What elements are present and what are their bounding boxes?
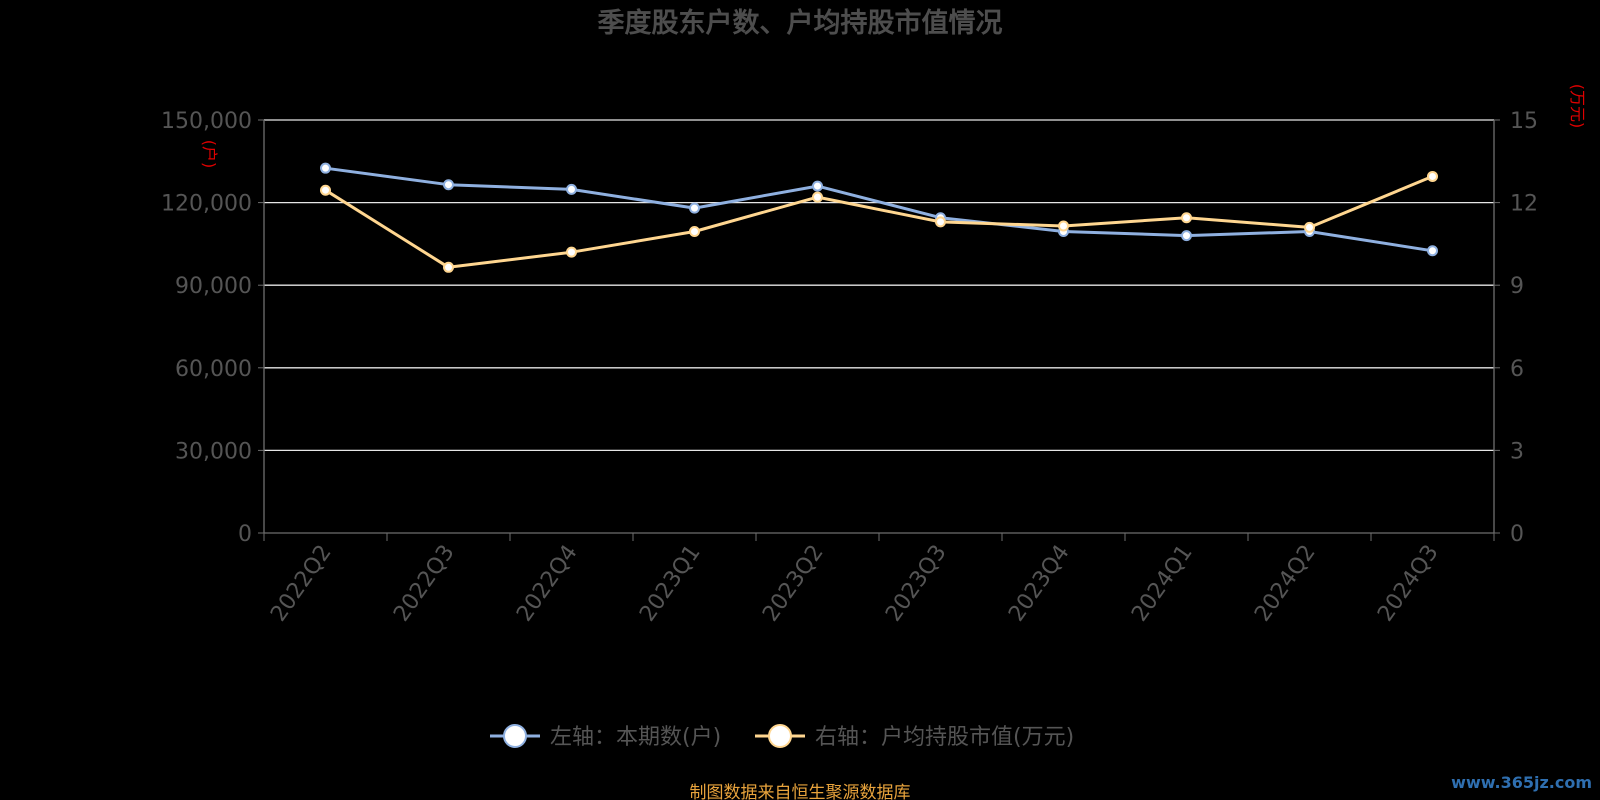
right-axis-label: (万元): [1568, 84, 1587, 129]
legend-swatch-marker: [503, 724, 527, 748]
right-tick-label: 12: [1510, 192, 1538, 217]
x-tick-label: 2023Q3: [881, 541, 952, 627]
left-axis-label: (户): [200, 140, 219, 169]
left-tick-label: 120,000: [161, 192, 252, 217]
right-tick-label: 9: [1510, 274, 1524, 299]
x-tick-label: 2022Q4: [512, 541, 583, 627]
left-tick-label: 60,000: [175, 357, 252, 382]
data-point[interactable]: [1181, 212, 1192, 224]
source-note: 制图数据来自恒生聚源数据库: [689, 783, 911, 800]
data-point[interactable]: [812, 180, 823, 192]
data-point[interactable]: [320, 162, 331, 174]
x-tick-label: 2022Q2: [266, 541, 337, 627]
data-point[interactable]: [1304, 221, 1315, 233]
data-point[interactable]: [566, 183, 577, 195]
watermark: www.365jz.com: [1451, 773, 1592, 792]
gridlines: [264, 119, 1494, 452]
data-point[interactable]: [689, 202, 700, 214]
data-point[interactable]: [443, 179, 454, 191]
data-point[interactable]: [935, 216, 946, 228]
left-tick-labels: 0 30,000 60,000 90,000 120,000 150,000: [161, 109, 252, 547]
left-tick-label: 90,000: [175, 274, 252, 299]
x-tick-labels: 2022Q2 2022Q3 2022Q4 2023Q1 2023Q2 2023Q3 2023…: [266, 541, 1444, 627]
data-point[interactable]: [566, 246, 577, 258]
right-tick-label: 0: [1510, 522, 1524, 547]
legend-label[interactable]: 右轴：户均持股市值(万元): [815, 725, 1074, 750]
data-point[interactable]: [1058, 220, 1069, 232]
x-tick-label: 2024Q2: [1250, 541, 1321, 627]
data-point[interactable]: [1427, 170, 1438, 182]
right-tick-label: 3: [1510, 439, 1524, 464]
x-tick-label: 2024Q1: [1127, 541, 1198, 627]
x-tick-label: 2023Q2: [758, 541, 829, 627]
legend-swatch-marker: [768, 724, 792, 748]
legend-label[interactable]: 左轴：本期数(户): [550, 725, 721, 750]
data-point[interactable]: [1427, 245, 1438, 257]
left-tick-label: 0: [238, 522, 252, 547]
right-tick-labels: 0 3 6 9 12 15: [1510, 109, 1538, 547]
data-point[interactable]: [689, 226, 700, 238]
axes: [258, 119, 1500, 541]
right-tick-label: 6: [1510, 357, 1524, 382]
data-point[interactable]: [1181, 230, 1192, 242]
series-line-2: [324, 175, 1434, 269]
left-tick-label: 150,000: [161, 109, 252, 134]
x-tick-label: 2023Q1: [635, 541, 706, 627]
data-point[interactable]: [320, 184, 331, 196]
x-tick-label: 2024Q3: [1373, 541, 1444, 627]
legend: 左轴：本期数(户) 右轴：户均持股市值(万元): [490, 724, 1074, 750]
x-tick-label: 2023Q4: [1004, 541, 1075, 627]
x-tick-label: 2022Q3: [389, 541, 460, 627]
series-line-1: [325, 166, 1433, 253]
left-tick-label: 30,000: [175, 439, 252, 464]
chart-title: 季度股东户数、户均持股市值情况: [598, 7, 1003, 39]
data-point[interactable]: [443, 261, 454, 273]
series: [320, 162, 1438, 273]
data-point[interactable]: [812, 191, 823, 203]
right-tick-label: 15: [1510, 109, 1538, 134]
